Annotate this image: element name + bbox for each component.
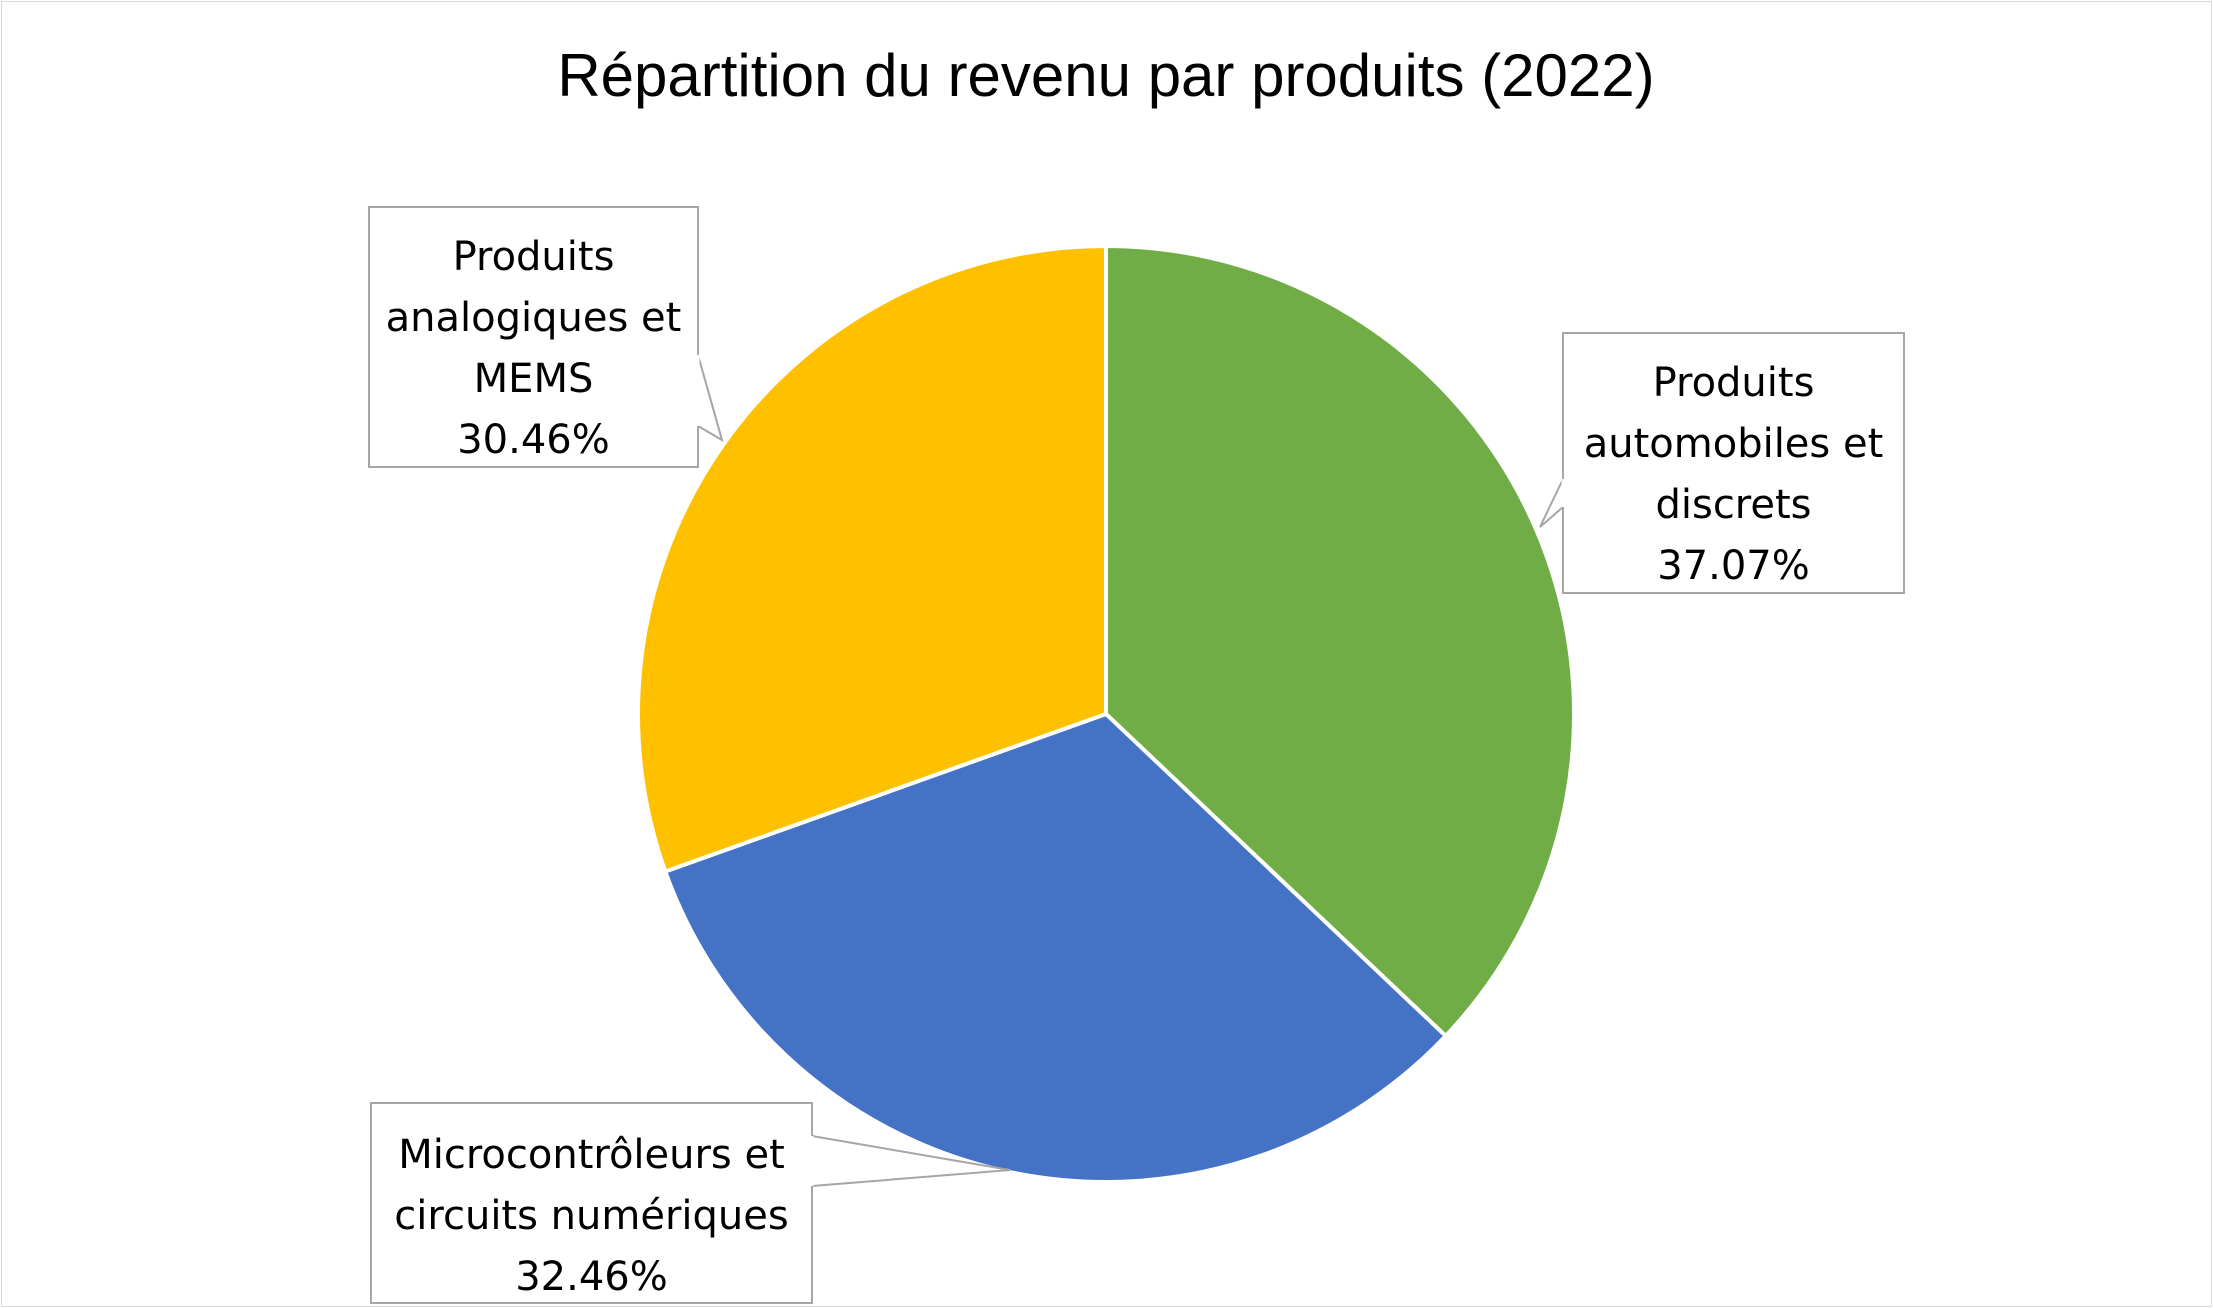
data-label-2: Produits analogiques et MEMS 30.46% [368, 206, 724, 468]
data-label-1: Microcontrôleurs et circuits numériques 32… [370, 1102, 1011, 1304]
pie-slice-2 [636, 244, 1108, 874]
data-label-category: Microcontrôleurs et [398, 1132, 785, 1178]
data-label-category: Produits [1653, 360, 1815, 406]
data-label-category: discrets [1655, 482, 1811, 528]
data-label-value: 32.46% [515, 1254, 668, 1300]
data-label-category: Produits [453, 234, 615, 280]
data-label-0: Produits automobiles et discrets 37.07% [1539, 332, 1905, 594]
data-label-box [368, 206, 699, 468]
pie-slices [636, 244, 1576, 1184]
data-label-box [1562, 332, 1905, 594]
data-label-value: 30.46% [457, 417, 610, 463]
pie-slice-1 [663, 712, 1448, 1184]
data-label-value: 37.07% [1657, 543, 1810, 589]
data-label-category: automobiles et [1584, 421, 1884, 467]
data-label-category: MEMS [474, 356, 594, 402]
data-label-leader [1539, 478, 1564, 528]
data-label-category: analogiques et [386, 295, 682, 341]
data-label-category: circuits numériques [394, 1193, 788, 1239]
chart-title: Répartition du revenu par produits (2022… [557, 42, 1654, 109]
data-label-box [370, 1102, 813, 1304]
data-label-leader [697, 354, 724, 443]
data-label-callouts: Produits automobiles et discrets 37.07% Micr… [368, 206, 1905, 1304]
pie-slice-0 [1104, 244, 1576, 1038]
